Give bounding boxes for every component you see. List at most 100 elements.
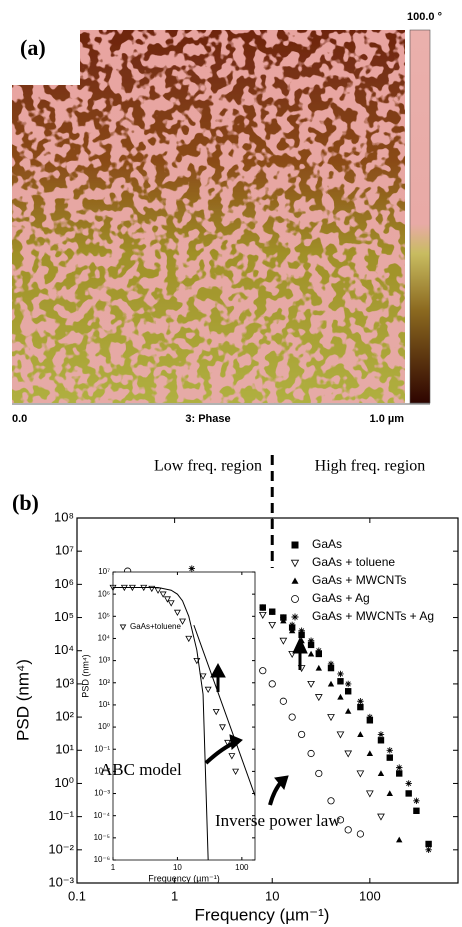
- y-tick-label: 10³: [55, 675, 74, 690]
- y-tick-label: 10⁻⁵: [94, 833, 110, 842]
- point: [307, 641, 315, 649]
- point: [344, 826, 352, 834]
- point: [288, 627, 296, 634]
- point: [337, 670, 344, 678]
- x-tick-label: 10: [265, 888, 279, 903]
- legend-marker: [119, 624, 127, 631]
- y-tick-label: 10⁵: [98, 611, 110, 620]
- point: [327, 664, 335, 672]
- point: [365, 790, 374, 798]
- point: [307, 749, 315, 758]
- arrow-head: [292, 636, 308, 654]
- point: [199, 673, 207, 680]
- point: [327, 714, 335, 722]
- point: [298, 627, 305, 634]
- point: [259, 667, 267, 675]
- point: [396, 764, 403, 771]
- point: [337, 693, 344, 700]
- inset-plot: 10⁷ 10⁶ 10⁵ 10⁴ 10³ 10² 10¹ 10⁰ 10⁻¹ 10⁻² 10⁻³ 10⁻⁴…: [80, 567, 256, 883]
- point: [212, 708, 220, 716]
- legend-label: GaAs: [312, 537, 342, 551]
- point: [279, 637, 288, 645]
- y-tick-label: 10²: [98, 678, 110, 687]
- legend-label: GaAs + MWCNTs + Ag: [312, 609, 434, 623]
- point: [259, 604, 266, 611]
- point: [288, 713, 296, 721]
- arrows: [204, 636, 308, 806]
- point: [185, 635, 193, 643]
- point: [344, 688, 352, 695]
- point: [269, 608, 276, 615]
- inset-frame: [112, 571, 256, 861]
- point: [377, 737, 385, 744]
- color-scale: [409, 29, 431, 404]
- point: [396, 836, 403, 843]
- fit-line: [193, 624, 256, 796]
- scale-end: 1.0 µm: [370, 413, 405, 425]
- y-tick-label: 10⁸: [54, 509, 74, 524]
- afm-network: [12, 30, 405, 403]
- y-tick-label: 10⁻²: [48, 841, 74, 856]
- point: [315, 650, 323, 658]
- point: [315, 664, 323, 671]
- point: [288, 621, 296, 629]
- x-tick-label: 1: [171, 888, 178, 903]
- point: [357, 698, 364, 705]
- point: [228, 753, 236, 760]
- y-tick-label: 10⁷: [55, 543, 74, 558]
- point: [425, 846, 432, 854]
- y-tick-label: 10⁶: [98, 589, 110, 598]
- legend-label: GaAs + Ag: [312, 591, 370, 605]
- point: [356, 830, 364, 838]
- point: [204, 686, 212, 694]
- point: [366, 713, 374, 721]
- point: [167, 600, 175, 607]
- legend-marker: [291, 613, 299, 621]
- y-tick-label: 10²: [55, 709, 74, 724]
- y-tick-label: 10⁶: [54, 576, 74, 591]
- x-axis-label: Frequency (µm⁻¹): [148, 873, 219, 883]
- point: [405, 790, 412, 797]
- y-tick-label: 10¹: [98, 700, 110, 709]
- y-axis-label: PSD (nm⁴): [80, 654, 90, 697]
- y-tick-label: 10⁴: [54, 642, 74, 657]
- point: [307, 680, 315, 688]
- point: [268, 621, 277, 629]
- scale-max: 100.0 °: [407, 11, 442, 23]
- point: [386, 790, 393, 797]
- point: [315, 647, 323, 654]
- point: [386, 754, 393, 761]
- point: [396, 770, 403, 777]
- arrow-head: [274, 775, 289, 791]
- legend-marker: [291, 541, 299, 549]
- point: [218, 724, 226, 731]
- point: [298, 730, 306, 739]
- y-tick-label: 10³: [98, 656, 110, 665]
- legend-marker: [290, 559, 300, 568]
- y-tick-label: 10⁻³: [94, 789, 110, 798]
- legend-marker: [291, 577, 299, 584]
- point: [357, 703, 364, 711]
- afm-image: [12, 30, 405, 403]
- y-tick-label: 10⁻¹: [94, 744, 110, 753]
- point: [258, 611, 267, 619]
- legend-label: GaAs+toluene: [130, 622, 181, 631]
- point: [327, 797, 335, 805]
- x-tick-label: 1: [111, 863, 116, 872]
- x-tick-label: 100: [235, 863, 249, 872]
- point: [327, 660, 335, 668]
- region-label: High freq. region: [315, 458, 426, 475]
- legend-marker: [291, 595, 299, 603]
- point: [148, 585, 156, 593]
- point: [163, 596, 171, 603]
- legend-label: GaAs + MWCNTs: [312, 573, 406, 587]
- point: [288, 650, 297, 658]
- point: [425, 840, 432, 848]
- x-axis-label: Frequency (µm⁻¹): [195, 905, 330, 924]
- point: [314, 694, 323, 702]
- point: [232, 768, 240, 776]
- point: [307, 650, 315, 657]
- y-tick-label: 10⁴: [98, 634, 111, 643]
- point: [307, 637, 315, 644]
- y-tick-label: 10⁰: [54, 775, 74, 790]
